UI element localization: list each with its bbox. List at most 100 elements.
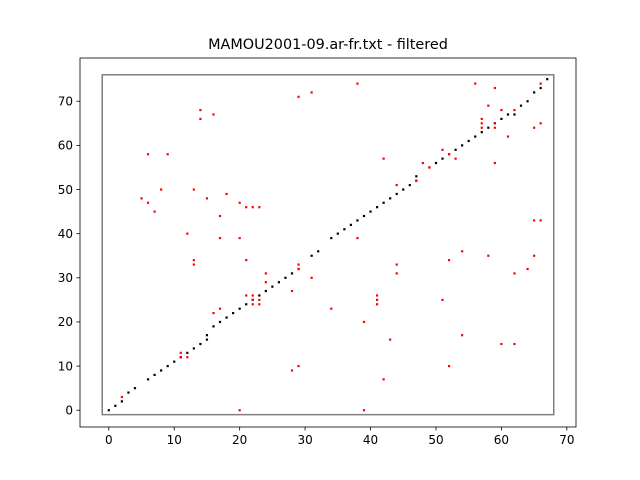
y-tick-label: 0	[65, 404, 73, 418]
plot-area: 0 10 20 30 40 50 60 70 0 10 20 30 40 50 60 70	[58, 57, 577, 447]
scatter-point	[297, 95, 300, 98]
scatter-point	[251, 294, 254, 297]
scatter-point	[238, 201, 241, 204]
diagonal-point	[133, 387, 137, 390]
scatter-point	[506, 135, 510, 138]
diagonal-point	[186, 351, 189, 354]
scatter-point	[186, 232, 189, 235]
scatter-point	[264, 272, 267, 275]
scatter-point	[310, 276, 313, 279]
region-box	[101, 74, 555, 416]
scatter-point	[258, 206, 261, 209]
scatter-point	[179, 356, 182, 359]
diagonal-point	[225, 316, 228, 319]
x-tick-label: 50	[428, 433, 443, 447]
diagonal-point	[349, 223, 353, 226]
scatter-point	[474, 82, 477, 85]
scatter-point	[245, 259, 248, 262]
diagonal-point	[290, 272, 294, 275]
diagonal-point	[382, 201, 385, 204]
scatter-point	[120, 395, 123, 399]
scatter-point	[539, 122, 542, 125]
scatter-point	[447, 364, 451, 368]
x-tick-label: 0	[105, 433, 113, 447]
scatter-point	[245, 206, 248, 209]
scatter-point	[487, 104, 490, 107]
diagonal-point	[258, 294, 261, 297]
diagonal-point	[218, 320, 222, 324]
diagonal-point	[114, 404, 117, 407]
diagonal-point	[395, 192, 398, 196]
scatter-point	[218, 236, 222, 240]
scatter-point	[179, 351, 182, 354]
diagonal-point	[441, 157, 444, 160]
scatter-point	[447, 259, 451, 262]
diagonal-point	[526, 100, 529, 103]
x-tick-label: 60	[494, 433, 509, 447]
scatter-point	[539, 82, 542, 85]
diagonal-point	[513, 113, 516, 116]
diagonal-point	[245, 303, 248, 306]
diagonal-point	[232, 312, 235, 315]
diagonal-point	[160, 369, 163, 372]
scatter-point	[186, 356, 189, 359]
diagonal-point	[205, 338, 209, 341]
scatter-point	[212, 113, 215, 116]
scatter-point	[362, 409, 366, 412]
scatter-point	[513, 272, 516, 275]
scatter-point	[493, 161, 496, 165]
scatter-point	[251, 298, 254, 301]
scatter-point	[153, 210, 156, 213]
scatter-point	[258, 303, 261, 306]
scatter-point	[480, 122, 483, 125]
scatter-point	[192, 263, 195, 266]
diagonal-point	[434, 161, 438, 165]
diagonal-point	[173, 360, 176, 363]
diagonal-point	[402, 188, 405, 191]
x-tick-label: 30	[297, 433, 312, 447]
scatter-point	[310, 91, 313, 94]
scatter-point	[199, 108, 202, 112]
diagonal-point	[264, 289, 267, 293]
scatter-point	[146, 201, 150, 204]
scatter-point	[395, 272, 398, 275]
scatter-point	[480, 126, 483, 129]
scatter-point	[356, 82, 359, 85]
scatter-point	[415, 179, 418, 182]
scatter-point	[395, 263, 398, 266]
scatter-point	[493, 122, 496, 125]
scatter-point	[441, 148, 444, 151]
scatter-point	[297, 263, 300, 266]
scatter-point	[395, 184, 398, 187]
scatter-point	[375, 298, 379, 301]
scatter-point	[493, 86, 496, 90]
scatter-point	[533, 254, 536, 257]
scatter-point	[192, 259, 195, 262]
diagonal-point	[539, 86, 542, 90]
scatter-point	[461, 250, 464, 253]
x-tick-label: 40	[363, 433, 378, 447]
scatter-point	[330, 307, 333, 310]
y-tick-label: 70	[58, 95, 73, 109]
diagonal-point	[533, 91, 536, 94]
diagonal-point	[546, 78, 549, 81]
scatter-point	[526, 267, 529, 271]
scatter-point	[421, 161, 424, 165]
x-tick-label: 10	[167, 433, 182, 447]
scatter-point	[225, 192, 228, 196]
diagonal-point	[487, 126, 490, 129]
scatter-point	[205, 197, 209, 200]
diagonal-point	[107, 409, 110, 412]
axes-frame	[79, 57, 577, 428]
diagonal-point	[343, 228, 346, 231]
diagonal-point	[310, 254, 313, 257]
scatter-point	[533, 126, 536, 129]
scatter-point	[441, 298, 444, 301]
y-tick-label: 40	[58, 227, 73, 241]
scatter-point	[238, 236, 241, 240]
scatter-point	[251, 303, 254, 306]
diagonal-point	[199, 342, 202, 346]
scatter-point	[290, 289, 294, 293]
scatter-point	[166, 153, 169, 156]
